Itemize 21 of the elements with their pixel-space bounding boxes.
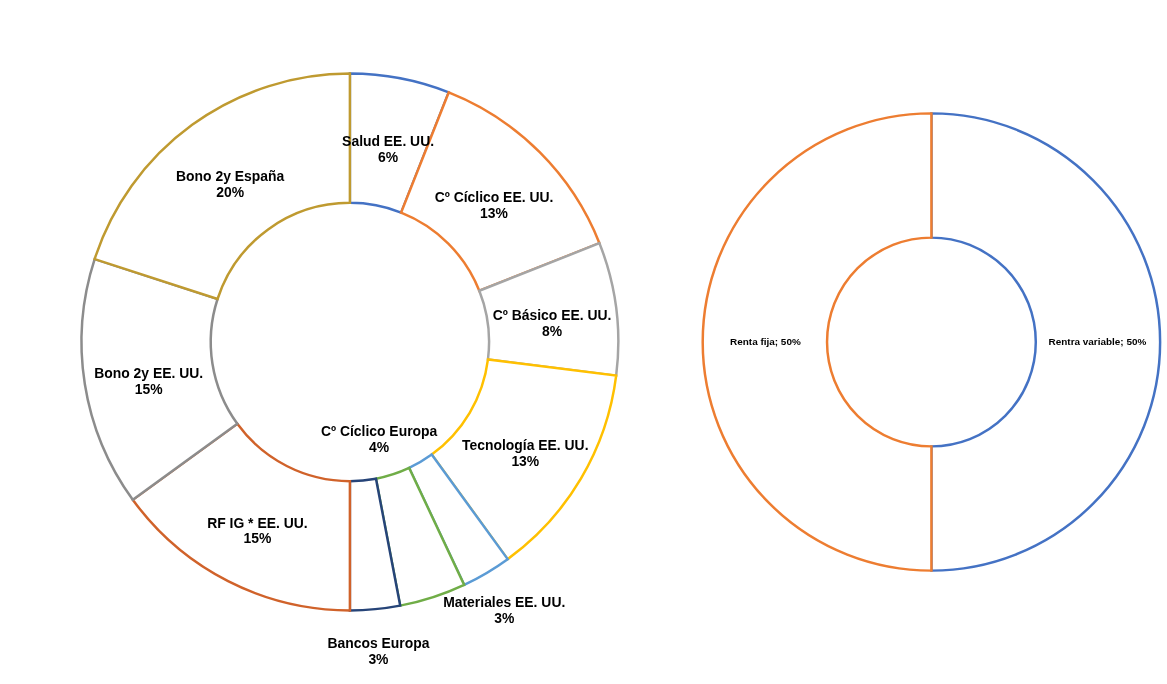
data-label: 13%: [480, 204, 508, 221]
data-label: 20%: [216, 184, 245, 201]
data-label: 3%: [368, 650, 389, 667]
slice-label: Rentra variable; 50%: [1048, 335, 1147, 347]
slice-label: Bancos Europa: [327, 634, 430, 651]
slice-label: Cº Cíclico EE. UU.: [434, 188, 554, 205]
data-label: 6%: [378, 148, 399, 165]
data-label: 4%: [369, 438, 390, 455]
slice-label: Bono 2y España: [176, 168, 285, 185]
data-label: 15%: [243, 530, 272, 547]
slice-label: Bono 2y EE. UU.: [94, 364, 204, 381]
data-label: 13%: [511, 452, 540, 469]
slice-label: Cº Básico EE. UU.: [492, 307, 612, 324]
data-label: 3%: [494, 609, 515, 626]
slice-label: RF IG * EE. UU.: [207, 514, 308, 531]
slice-label: Renta fija; 50%: [730, 335, 801, 347]
slice-label: Cº Cíclico Europa: [320, 422, 438, 439]
slice-label: Tecnología EE. UU.: [462, 436, 589, 453]
data-label: 8%: [542, 323, 563, 340]
slice-label: Materiales EE. UU.: [443, 593, 566, 610]
data-label: 15%: [134, 380, 163, 397]
